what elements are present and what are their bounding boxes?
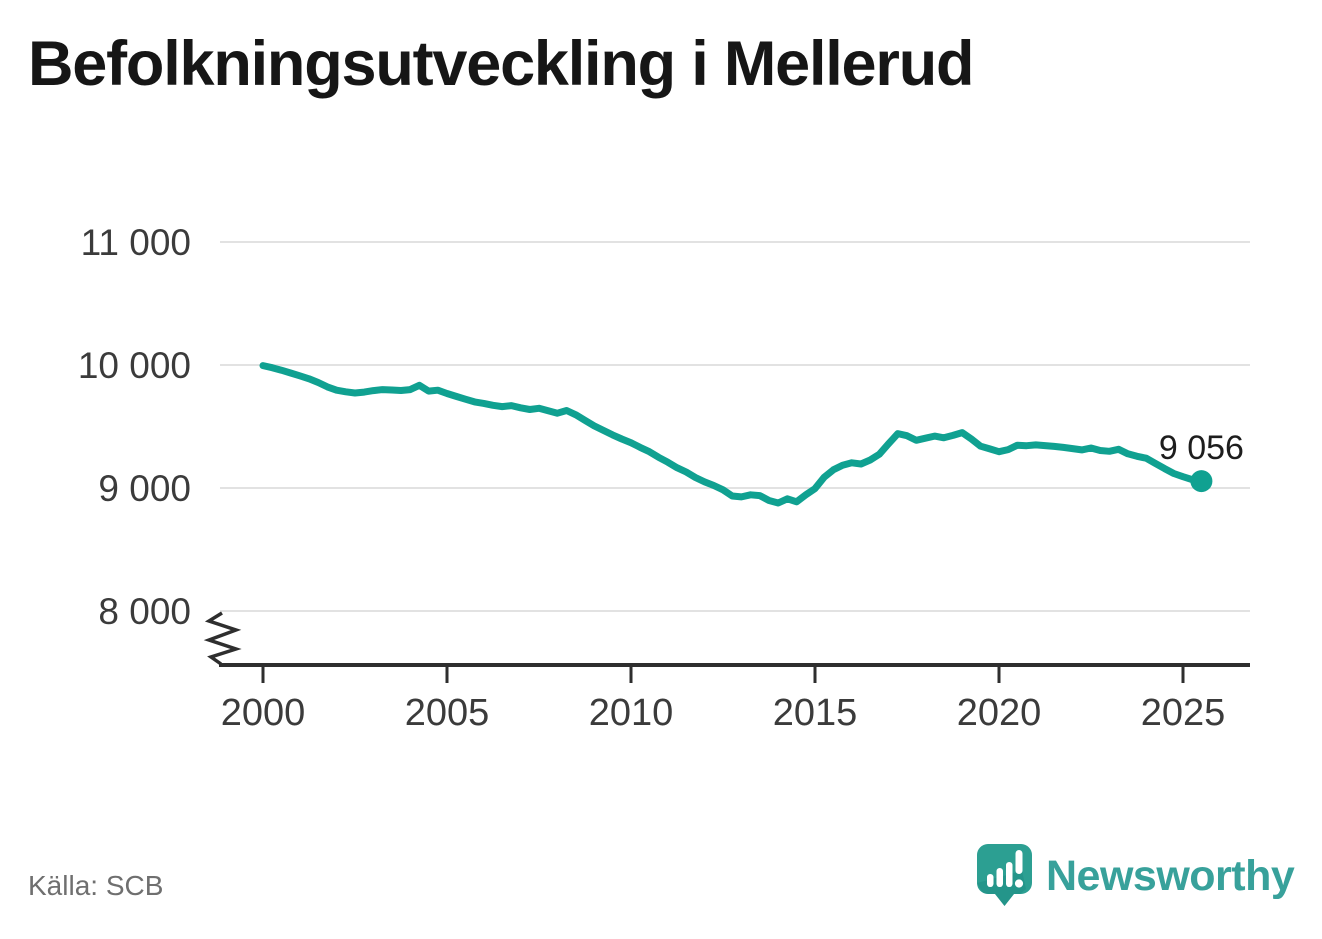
x-axis-tick-label: 2025 <box>1141 692 1226 734</box>
x-axis-tick-label: 2000 <box>221 692 306 734</box>
logo-bar-chart-glyph <box>987 850 1024 888</box>
x-axis-tick-label: 2010 <box>589 692 674 734</box>
x-axis-tick-label: 2020 <box>957 692 1042 734</box>
x-axis-tick-label: 2005 <box>405 692 490 734</box>
newsworthy-logo-icon <box>977 844 1032 906</box>
y-axis-break-zigzag <box>203 611 242 666</box>
latest-value-label: 9 056 <box>1159 429 1244 467</box>
population-series-line <box>259 362 1205 507</box>
y-axis-tick-label: 9 000 <box>98 468 191 509</box>
y-axis-tick-label: 8 000 <box>98 591 191 632</box>
x-axis-tick-label: 2015 <box>773 692 858 734</box>
newsworthy-wordmark: Newsworthy <box>1046 851 1295 900</box>
source-label: Källa: SCB <box>28 870 164 901</box>
newsworthy-logo: Newsworthy <box>976 843 1295 909</box>
y-axis-tick-label: 10 000 <box>78 345 191 386</box>
y-axis-tick-label: 11 000 <box>81 222 191 263</box>
chart-title: Befolkningsutveckling i Mellerud <box>28 29 974 99</box>
latest-value-marker <box>1190 470 1213 493</box>
